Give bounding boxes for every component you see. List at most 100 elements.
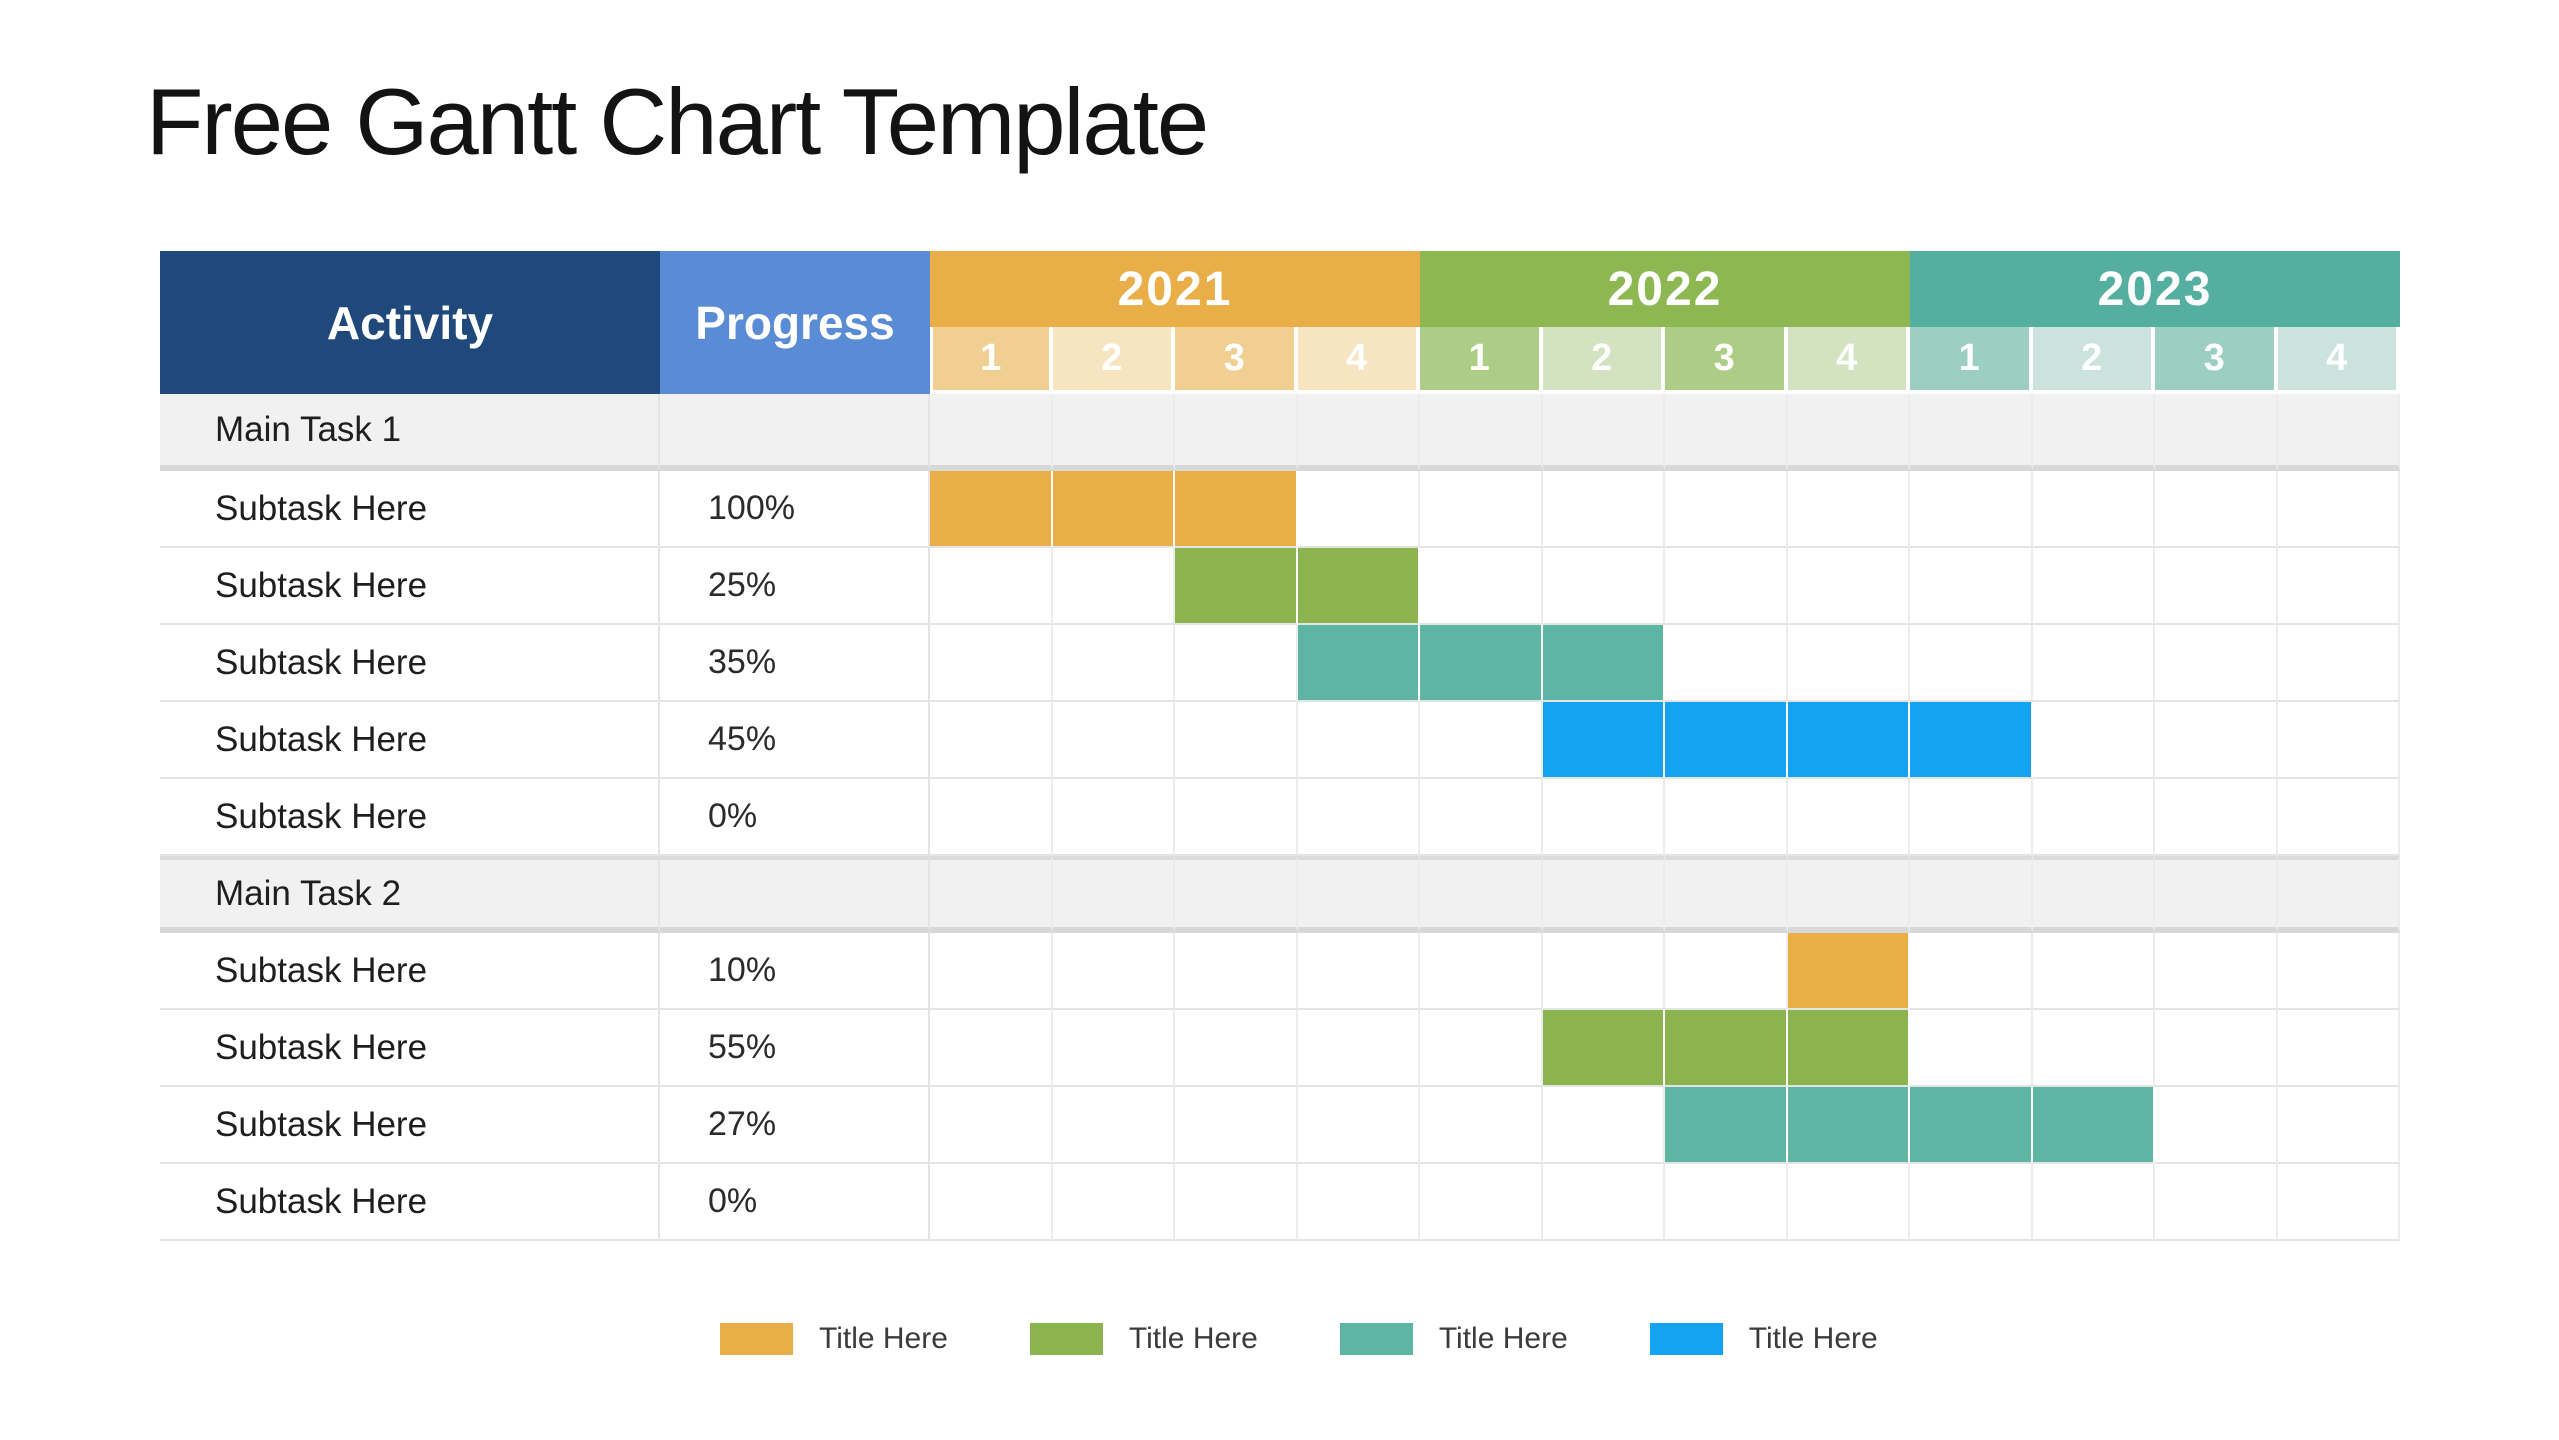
chart-cell <box>1052 548 1175 625</box>
gantt-bar-cell <box>930 471 1053 548</box>
gantt-bar-cell <box>1665 702 1788 779</box>
legend-item: Title Here <box>1339 1322 1568 1356</box>
chart-cell <box>1297 702 1420 779</box>
chart-cell <box>1665 1164 1788 1241</box>
legend-swatch <box>1649 1323 1723 1355</box>
chart-cell <box>1542 471 1665 548</box>
quarter-header: 3 <box>1175 327 1298 394</box>
chart-cell <box>1297 1087 1420 1164</box>
chart-cell <box>1910 625 2033 702</box>
chart-cell <box>1665 548 1788 625</box>
chart-cell <box>1420 856 1543 933</box>
gantt-bar-cell <box>1175 548 1298 625</box>
chart-cell <box>1420 548 1543 625</box>
chart-cell <box>2155 856 2278 933</box>
chart-cell <box>1420 702 1543 779</box>
chart-cell <box>1052 856 1175 933</box>
gantt-bar-cell <box>1542 1010 1665 1087</box>
progress-cell: 55% <box>660 1010 930 1087</box>
chart-cell <box>2277 779 2400 856</box>
chart-cell <box>1910 933 2033 1010</box>
chart-cell <box>2032 548 2155 625</box>
chart-cell <box>2155 548 2278 625</box>
gantt-bar-cell <box>1787 702 1910 779</box>
chart-cell <box>1542 933 1665 1010</box>
chart-cell <box>1420 1164 1543 1241</box>
chart-cell <box>2155 394 2278 471</box>
chart-cell <box>930 1164 1053 1241</box>
gantt-bar-cell <box>1175 471 1298 548</box>
chart-cell <box>1665 394 1788 471</box>
chart-cell <box>930 394 1053 471</box>
chart-cell <box>2032 702 2155 779</box>
gantt-bar-cell <box>1542 702 1665 779</box>
chart-cell <box>1297 1010 1420 1087</box>
chart-cell <box>1420 779 1543 856</box>
chart-cell <box>1052 1010 1175 1087</box>
chart-cell <box>1542 1164 1665 1241</box>
chart-cell <box>2277 1087 2400 1164</box>
chart-cell <box>2155 1087 2278 1164</box>
chart-cell <box>1910 856 2033 933</box>
chart-cell <box>1787 471 1910 548</box>
chart-cell <box>2155 933 2278 1010</box>
legend-label: Title Here <box>1748 1322 1878 1355</box>
chart-cell <box>1052 702 1175 779</box>
legend-item: Title Here <box>1649 1322 1878 1356</box>
chart-cell <box>1052 394 1175 471</box>
chart-cell <box>2032 779 2155 856</box>
quarter-header: 3 <box>2155 327 2278 394</box>
activity-cell: Subtask Here <box>160 1164 660 1241</box>
legend-label: Title Here <box>1438 1322 1568 1355</box>
chart-cell <box>1175 856 1298 933</box>
chart-cell <box>2155 1010 2278 1087</box>
gantt-bar-cell <box>1665 1087 1788 1164</box>
chart-cell <box>1297 933 1420 1010</box>
chart-cell <box>1665 625 1788 702</box>
chart-cell <box>2032 1164 2155 1241</box>
progress-cell: 100% <box>660 471 930 548</box>
activity-cell: Subtask Here <box>160 548 660 625</box>
chart-cell <box>1665 471 1788 548</box>
chart-cell <box>1175 702 1298 779</box>
chart-cell <box>2277 548 2400 625</box>
progress-cell: 25% <box>660 548 930 625</box>
chart-cell <box>930 779 1053 856</box>
chart-cell <box>1665 779 1788 856</box>
progress-cell <box>660 856 930 933</box>
chart-cell <box>1787 548 1910 625</box>
gantt-bar-cell <box>1787 1010 1910 1087</box>
chart-cell <box>1175 1087 1298 1164</box>
chart-cell <box>1910 394 2033 471</box>
activity-cell: Subtask Here <box>160 933 660 1010</box>
chart-cell <box>930 625 1053 702</box>
quarter-header: 1 <box>930 327 1053 394</box>
legend-item: Title Here <box>720 1322 948 1356</box>
gantt-bar-cell <box>1910 1087 2033 1164</box>
quarter-header: 2 <box>2032 327 2155 394</box>
progress-cell: 27% <box>660 1087 930 1164</box>
activity-cell: Main Task 1 <box>160 394 660 471</box>
quarter-header: 4 <box>2277 327 2400 394</box>
chart-cell <box>1052 1087 1175 1164</box>
quarter-header: 1 <box>1910 327 2033 394</box>
gantt-bar-cell <box>1297 548 1420 625</box>
chart-cell <box>1910 1010 2033 1087</box>
chart-cell <box>1420 933 1543 1010</box>
year-header: 2021 <box>930 251 1420 327</box>
chart-cell <box>1787 625 1910 702</box>
chart-cell <box>1420 1010 1543 1087</box>
chart-cell <box>1175 394 1298 471</box>
chart-cell <box>2032 856 2155 933</box>
chart-cell <box>1910 548 2033 625</box>
legend-swatch <box>1029 1323 1103 1355</box>
chart-cell <box>1420 471 1543 548</box>
chart-cell <box>2032 394 2155 471</box>
legend-item: Title Here <box>1029 1322 1258 1356</box>
quarter-header: 2 <box>1542 327 1665 394</box>
activity-cell: Subtask Here <box>160 625 660 702</box>
column-header-activity: Activity <box>160 251 660 394</box>
chart-cell <box>930 548 1053 625</box>
chart-cell <box>1175 625 1298 702</box>
chart-cell <box>1665 933 1788 1010</box>
